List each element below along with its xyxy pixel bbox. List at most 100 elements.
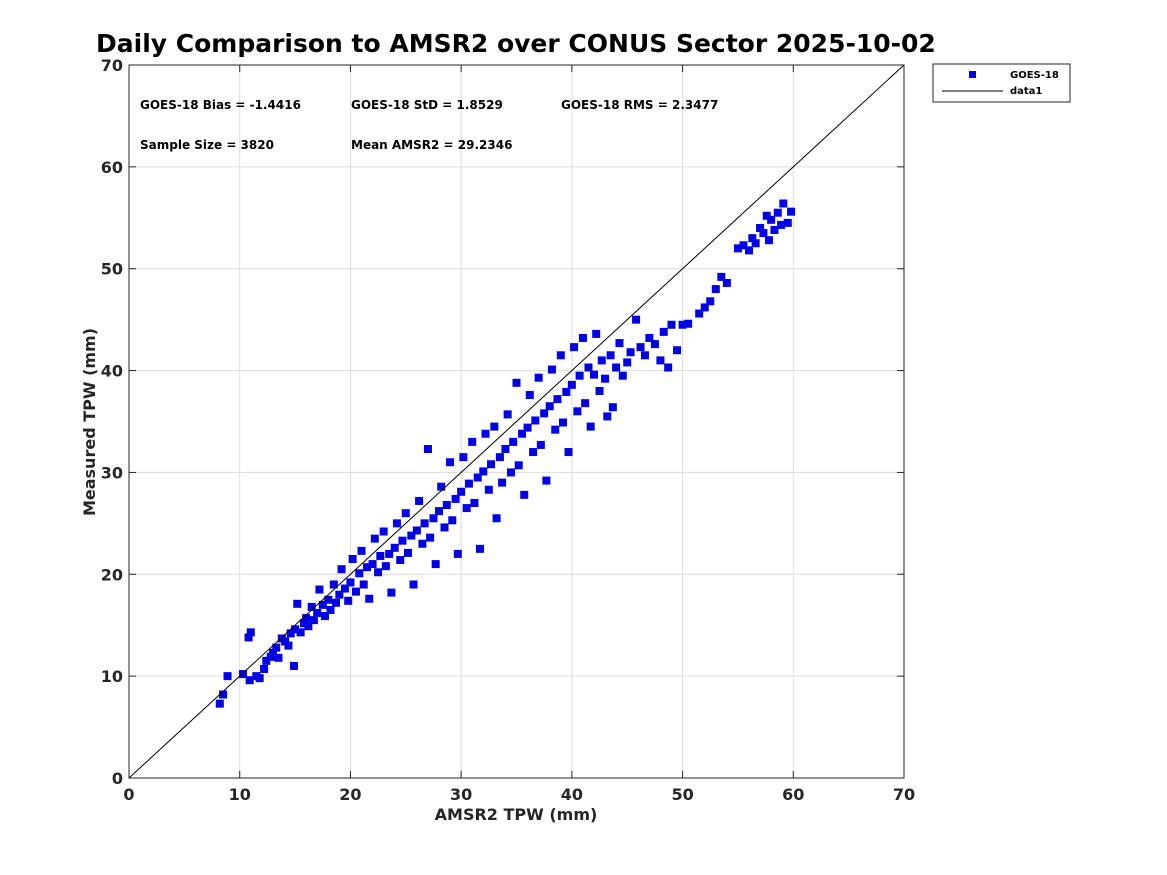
data-point [773, 208, 782, 217]
data-point [448, 516, 457, 525]
data-point [296, 628, 305, 637]
data-point [487, 460, 496, 469]
data-point [592, 329, 601, 338]
data-point [239, 670, 248, 679]
data-point [326, 605, 335, 614]
data-point [337, 565, 346, 574]
data-point [315, 585, 324, 594]
data-point [415, 496, 424, 505]
stat-bias: GOES-18 Bias = -1.4416 [140, 98, 301, 112]
data-point [368, 560, 377, 569]
data-point [756, 223, 765, 232]
data-point [219, 690, 228, 699]
data-point [255, 674, 264, 683]
data-point [429, 514, 438, 523]
data-point [603, 412, 612, 421]
x-axis-label: AMSR2 TPW (mm) [435, 805, 598, 824]
data-point [431, 560, 440, 569]
data-point [495, 453, 504, 462]
data-point [751, 239, 760, 248]
data-point [547, 365, 556, 374]
data-point [509, 437, 518, 446]
data-point [501, 445, 510, 454]
x-tick-label: 20 [339, 785, 361, 804]
stat-sample-size: Sample Size = 3820 [140, 138, 274, 152]
data-point [551, 425, 560, 434]
data-point [595, 386, 604, 395]
data-point [739, 241, 748, 250]
data-point [266, 652, 275, 661]
data-point [324, 595, 333, 604]
data-point [608, 403, 617, 412]
y-axis-ticks: 0 10 20 30 40 50 60 70 [101, 56, 904, 788]
y-tick-label: 40 [101, 362, 123, 381]
data-point [281, 637, 290, 646]
x-tick-label: 40 [561, 785, 583, 804]
data-point [293, 599, 302, 608]
data-point [615, 339, 624, 348]
legend-marker-square [969, 71, 976, 78]
data-point [612, 363, 621, 372]
data-point [262, 656, 271, 665]
data-point [340, 584, 349, 593]
data-point [407, 531, 416, 540]
data-point [473, 473, 482, 482]
data-point [518, 429, 527, 438]
data-point [363, 563, 372, 572]
data-point [531, 416, 540, 425]
data-point [304, 622, 313, 631]
data-point [374, 568, 383, 577]
x-tick-label: 30 [450, 785, 472, 804]
data-point [695, 309, 704, 318]
x-tick-label: 50 [671, 785, 693, 804]
data-point [412, 526, 421, 535]
data-point [586, 422, 595, 431]
data-point [223, 672, 232, 681]
data-point [717, 272, 726, 281]
data-point [783, 218, 792, 227]
plot-frame [128, 64, 905, 779]
data-point [246, 628, 255, 637]
data-point [423, 445, 432, 454]
data-point [553, 395, 562, 404]
data-point [534, 373, 543, 382]
y-tick-label: 50 [101, 260, 123, 279]
data-point [244, 633, 253, 642]
data-point [564, 448, 573, 457]
data-point [418, 539, 427, 548]
data-point [381, 562, 390, 571]
data-point [286, 629, 295, 638]
data-point [570, 343, 579, 352]
data-point [506, 468, 515, 477]
data-point [779, 199, 788, 208]
data-point [684, 319, 693, 328]
data-point [351, 587, 360, 596]
data-point [636, 343, 645, 352]
data-point [398, 536, 407, 545]
data-point [540, 409, 549, 418]
data-point [481, 429, 490, 438]
data-point [396, 556, 405, 565]
data-point [575, 371, 584, 380]
data-point [618, 371, 627, 380]
stat-rms: GOES-18 RMS = 2.3477 [561, 98, 718, 112]
data-point [733, 244, 742, 253]
data-point [387, 588, 396, 597]
data-point [762, 211, 771, 220]
data-point [284, 641, 293, 650]
y-tick-label: 0 [112, 769, 123, 788]
data-point [759, 229, 768, 238]
data-point [390, 543, 399, 552]
data-point [318, 600, 327, 609]
data-point [632, 315, 641, 324]
data-point [442, 501, 451, 510]
data-point [529, 448, 538, 457]
data-point [385, 549, 394, 558]
data-point [645, 333, 654, 342]
data-point [462, 504, 471, 513]
data-point [722, 278, 731, 287]
data-point [626, 348, 635, 357]
data-point [523, 423, 532, 432]
data-point [479, 467, 488, 476]
